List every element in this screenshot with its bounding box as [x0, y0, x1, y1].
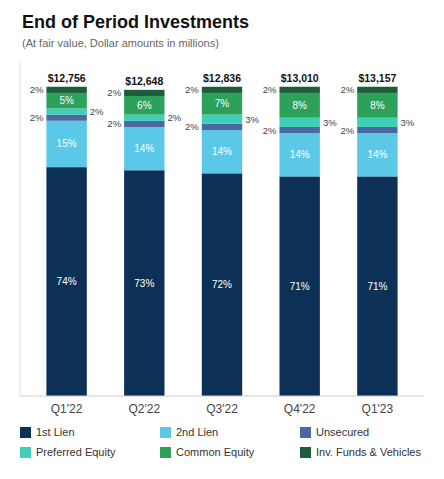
bar-segment [202, 115, 242, 124]
bar-segment [279, 93, 319, 118]
legend-label: 1st Lien [36, 426, 75, 438]
legend-swatch [300, 427, 311, 438]
legend-label: Preferred Equity [36, 446, 116, 458]
data-label: 6% [137, 100, 152, 111]
bar-segment [357, 93, 397, 118]
legend-swatch [300, 447, 311, 458]
total-label: $13,010 [281, 72, 319, 84]
bar-segment [357, 176, 397, 396]
subtitle: (At fair value, Dollar amounts in millio… [22, 37, 219, 49]
bar-segment [357, 87, 397, 93]
bar-segment [202, 173, 242, 396]
chart: End of Period Investments (At fair value,… [0, 0, 444, 479]
data-label: 14% [134, 143, 154, 154]
bar-segment [202, 130, 242, 173]
data-label: 2% [90, 106, 104, 117]
bar-segment [279, 118, 319, 127]
data-label: 2% [107, 87, 121, 98]
data-label: 7% [215, 98, 230, 109]
background [0, 0, 444, 479]
data-label: 2% [30, 84, 44, 95]
bar-segment [124, 96, 164, 115]
bar-segment [46, 115, 86, 121]
bar-segment [46, 121, 86, 167]
legend: 1st Lien 2nd Lien Unsecured Preferred Equit… [20, 426, 421, 458]
data-label: 73% [134, 278, 154, 289]
bar-segment [357, 118, 397, 127]
legend-swatch [20, 427, 31, 438]
bar-segment [46, 108, 86, 114]
data-label: 2% [185, 121, 199, 132]
bar-segment [279, 133, 319, 176]
x-tick-label: Q3'22 [206, 402, 238, 416]
data-label: 15% [57, 138, 77, 149]
data-label: 14% [212, 146, 232, 157]
legend-label: Common Equity [176, 446, 255, 458]
legend-swatch [20, 447, 31, 458]
legend-label: 2nd Lien [176, 426, 218, 438]
data-label: 71% [367, 281, 387, 292]
bar-segment [279, 176, 319, 396]
data-label: 5% [59, 95, 74, 106]
data-label: 2% [263, 125, 277, 136]
title: End of Period Investments [22, 12, 249, 32]
bar-segment [46, 167, 86, 396]
bar-segment [202, 93, 242, 115]
total-label: $12,836 [203, 72, 241, 84]
x-tick-label: Q4'22 [284, 402, 316, 416]
bar-segment [124, 127, 164, 170]
data-label: 8% [370, 100, 385, 111]
legend-label: Unsecured [316, 426, 369, 438]
bar-segment [124, 121, 164, 127]
data-label: 2% [185, 84, 199, 95]
y-axis-line [20, 62, 21, 396]
bar-segment [46, 87, 86, 93]
legend-swatch [160, 427, 171, 438]
total-label: $12,756 [48, 72, 86, 84]
x-tick-label: Q1'22 [51, 402, 83, 416]
data-label: 74% [57, 276, 77, 287]
data-label: 8% [292, 100, 307, 111]
data-label: 3% [401, 117, 415, 128]
data-label: 2% [107, 118, 121, 129]
total-label: $13,157 [358, 72, 396, 84]
data-label: 2% [340, 84, 354, 95]
data-label: 3% [323, 117, 337, 128]
x-tick-label: Q2'22 [128, 402, 160, 416]
data-label: 72% [212, 279, 232, 290]
bar-segment [279, 127, 319, 133]
total-label: $12,648 [125, 75, 163, 87]
x-tick-label: Q1'23 [362, 402, 394, 416]
data-label: 14% [290, 149, 310, 160]
labels: 74%73%72%71%71%15%14%14%14%14%2%2%2%2%2%… [30, 72, 415, 292]
data-label: 71% [290, 281, 310, 292]
data-label: 2% [340, 125, 354, 136]
bar-segment [202, 124, 242, 130]
bars [46, 87, 397, 396]
x-axis-line [20, 396, 424, 397]
data-label: 2% [263, 84, 277, 95]
bar-segment [46, 93, 86, 108]
legend-label: Inv. Funds & Vehicles [316, 446, 421, 458]
bar-segment [124, 170, 164, 396]
bar-segment [357, 133, 397, 176]
bar-segment [279, 87, 319, 93]
data-label: 3% [245, 114, 259, 125]
data-label: 14% [367, 149, 387, 160]
data-label: 2% [168, 112, 182, 123]
bar-segment [357, 127, 397, 133]
bar-segment [124, 115, 164, 121]
legend-swatch [160, 447, 171, 458]
bar-segment [124, 90, 164, 96]
data-label: 2% [30, 112, 44, 123]
bar-segment [202, 87, 242, 93]
